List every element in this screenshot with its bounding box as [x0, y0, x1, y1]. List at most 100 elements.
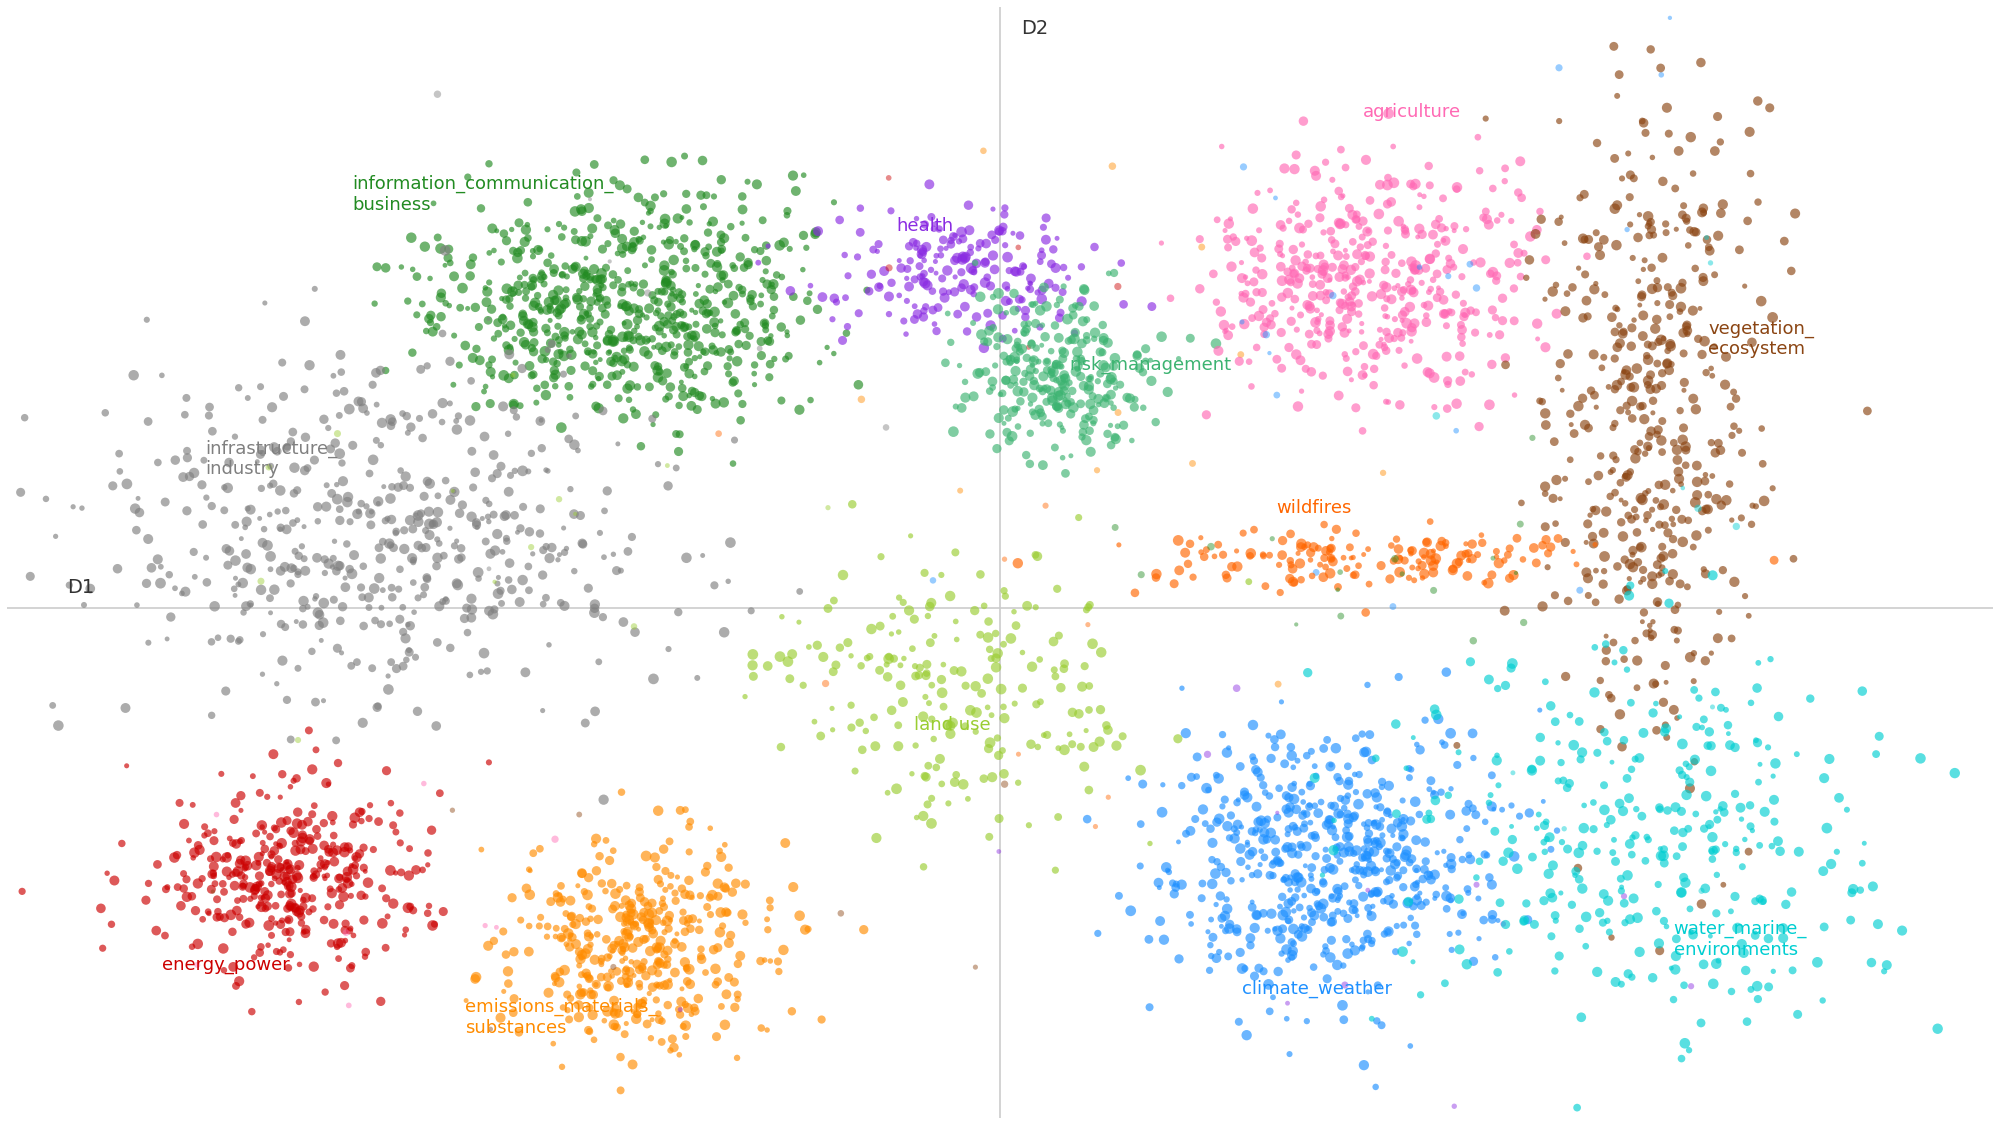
Point [1670, 441, 1702, 459]
Point [498, 242, 530, 260]
Point [1330, 559, 1362, 577]
Point [1388, 810, 1420, 828]
Point [1406, 225, 1438, 243]
Point [1378, 552, 1410, 570]
Point [580, 975, 612, 993]
Point [1614, 910, 1646, 928]
Point [1572, 472, 1604, 490]
Point [654, 971, 686, 989]
Point [598, 332, 630, 350]
Point [1236, 893, 1268, 911]
Point [1696, 843, 1728, 861]
Text: energy_power: energy_power [162, 956, 290, 974]
Point [1746, 292, 1778, 310]
Point [542, 317, 574, 335]
Point [1234, 352, 1266, 370]
Point [1682, 486, 1714, 504]
Point [698, 213, 730, 231]
Point [1332, 909, 1364, 927]
Point [660, 325, 692, 343]
Point [890, 325, 922, 343]
Point [512, 216, 544, 234]
Point [186, 515, 218, 533]
Point [660, 233, 692, 251]
Point [526, 702, 558, 720]
Point [1028, 278, 1060, 296]
Point [1380, 530, 1412, 548]
Point [1544, 884, 1576, 902]
Point [434, 297, 466, 315]
Point [562, 188, 594, 206]
Point [1706, 561, 1738, 579]
Point [928, 656, 960, 674]
Point [1694, 242, 1726, 260]
Point [984, 386, 1016, 404]
Point [1296, 567, 1328, 585]
Point [386, 405, 418, 423]
Point [712, 274, 744, 292]
Point [1636, 575, 1668, 593]
Point [1406, 870, 1438, 888]
Point [1640, 492, 1672, 510]
Point [1480, 308, 1512, 326]
Point [1276, 933, 1308, 951]
Point [1216, 317, 1248, 335]
Point [1642, 279, 1674, 297]
Point [612, 180, 644, 198]
Point [272, 911, 304, 929]
Point [678, 240, 710, 258]
Point [324, 557, 356, 575]
Point [1222, 922, 1254, 940]
Point [1262, 854, 1294, 872]
Point [1604, 705, 1636, 723]
Point [504, 241, 536, 259]
Point [644, 938, 676, 956]
Point [214, 829, 246, 847]
Point [4, 484, 36, 502]
Point [1058, 398, 1090, 416]
Point [1710, 701, 1742, 719]
Point [832, 633, 864, 651]
Point [610, 876, 642, 894]
Point [374, 794, 406, 812]
Point [1596, 928, 1628, 946]
Point [1408, 296, 1440, 314]
Point [688, 291, 720, 309]
Point [1428, 305, 1460, 323]
Point [282, 868, 314, 886]
Point [246, 444, 278, 462]
Point [1194, 820, 1226, 838]
Point [670, 200, 702, 218]
Point [422, 487, 454, 505]
Point [1078, 414, 1110, 432]
Point [578, 260, 610, 278]
Point [1704, 800, 1736, 818]
Point [218, 579, 250, 597]
Point [154, 608, 186, 626]
Point [288, 592, 320, 610]
Point [600, 962, 632, 980]
Point [1446, 328, 1478, 346]
Point [1630, 828, 1662, 846]
Point [1348, 866, 1380, 884]
Point [1002, 399, 1034, 417]
Point [496, 889, 528, 907]
Point [360, 396, 392, 414]
Point [1030, 209, 1062, 227]
Point [232, 857, 264, 875]
Point [1412, 533, 1444, 551]
Point [1278, 264, 1310, 282]
Point [1332, 804, 1364, 822]
Point [278, 899, 310, 917]
Point [1670, 755, 1702, 773]
Point [1198, 264, 1230, 282]
Point [1382, 854, 1414, 872]
Point [1296, 363, 1328, 381]
Point [1248, 824, 1280, 842]
Point [1000, 400, 1032, 418]
Point [1688, 199, 1720, 217]
Point [102, 560, 134, 578]
Point [1436, 560, 1468, 578]
Point [752, 910, 784, 928]
Point [764, 648, 796, 666]
